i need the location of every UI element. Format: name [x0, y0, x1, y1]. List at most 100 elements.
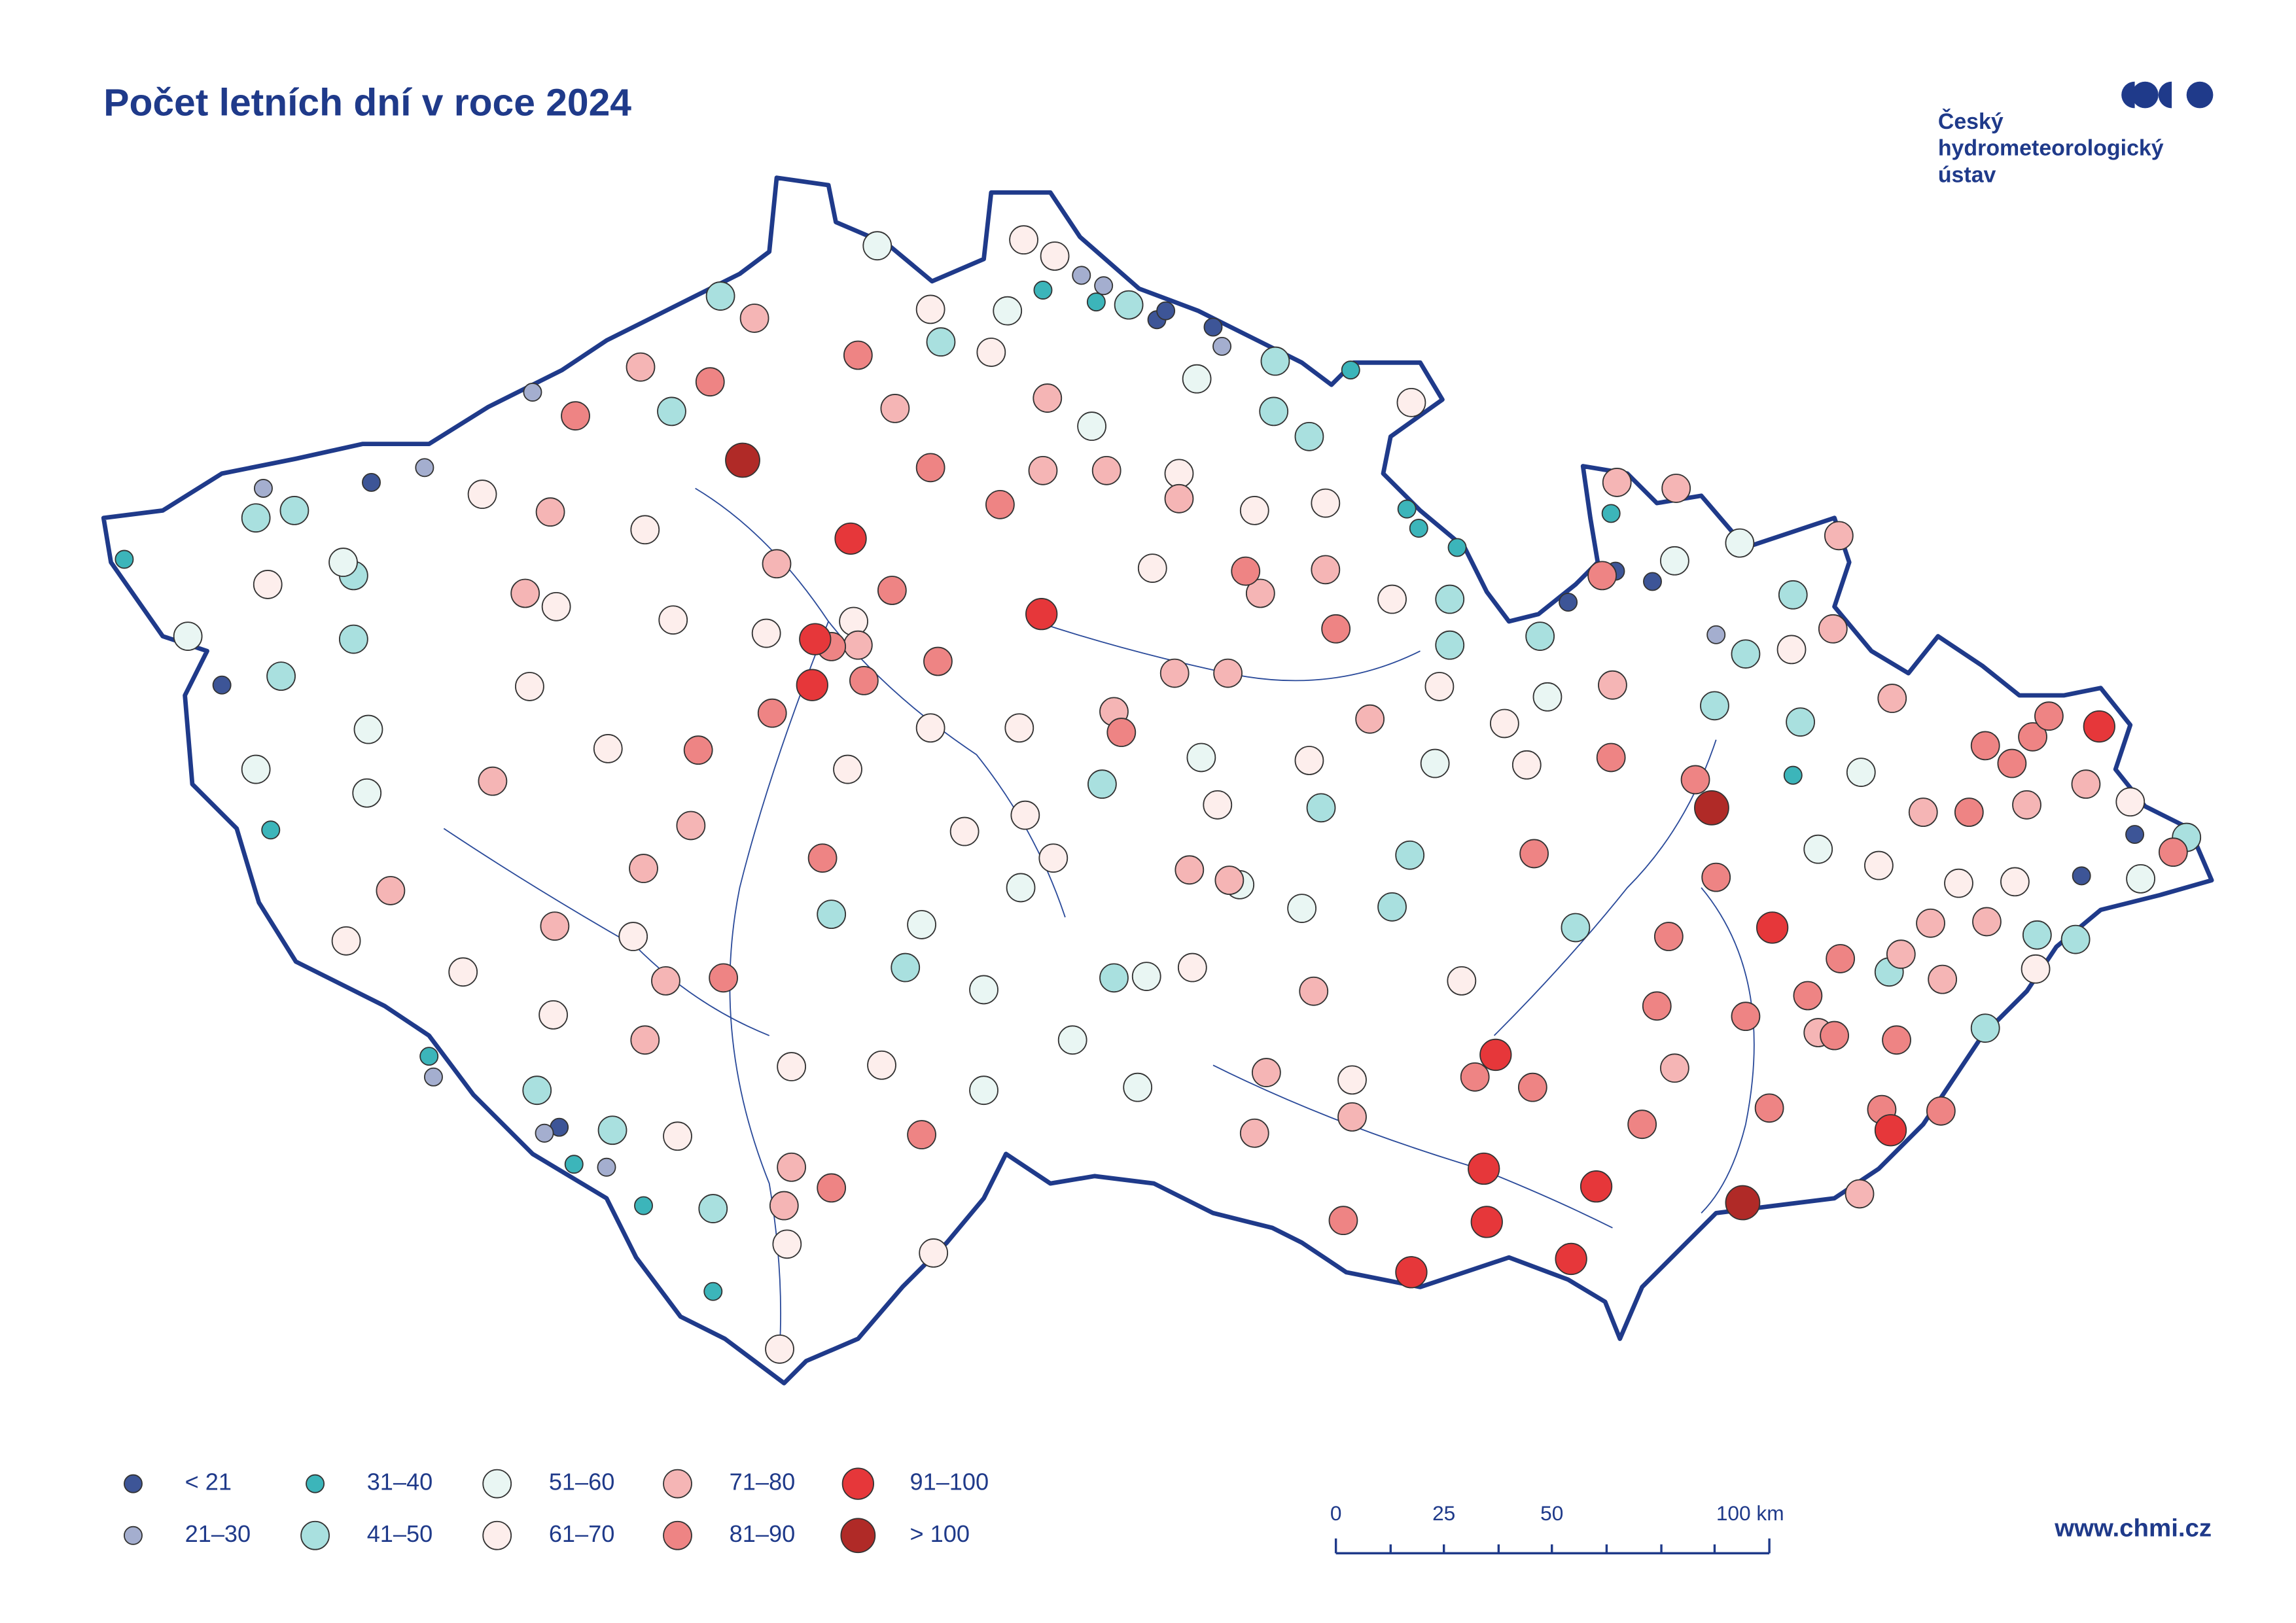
station: [1377, 892, 1407, 922]
station: [1328, 1206, 1358, 1236]
station: [352, 778, 382, 808]
station: [1642, 991, 1672, 1021]
logo-text: Český: [1938, 109, 2004, 134]
station: [1601, 504, 1621, 523]
station: [1845, 1179, 1875, 1209]
station: [1776, 635, 1807, 665]
station: [1701, 862, 1731, 892]
station: [1479, 1038, 1512, 1072]
station: [1337, 1065, 1367, 1095]
station: [1077, 411, 1106, 441]
station: [1680, 765, 1710, 795]
station: [535, 497, 565, 527]
station: [1944, 868, 1973, 898]
station: [683, 735, 713, 765]
station: [1864, 850, 1894, 881]
station: [541, 591, 571, 621]
station: [651, 966, 680, 996]
station: [212, 675, 232, 695]
scale-label: 25: [1432, 1501, 1455, 1525]
station: [877, 576, 907, 605]
station: [1395, 1256, 1428, 1289]
station: [1532, 682, 1563, 712]
url: www.chmi.cz: [2054, 1514, 2212, 1542]
scale-label: 50: [1540, 1501, 1563, 1525]
station: [762, 549, 792, 579]
station: [2072, 866, 2091, 886]
station: [1259, 396, 1289, 427]
station: [867, 1050, 896, 1080]
station: [2126, 864, 2155, 894]
scale-label: 0: [1330, 1501, 1342, 1525]
station: [2060, 924, 2091, 954]
legend-label: 41–50: [367, 1520, 433, 1547]
station: [1447, 966, 1477, 996]
station: [1239, 1118, 1269, 1148]
station: [1970, 1013, 2000, 1043]
station: [1164, 459, 1194, 489]
station: [1251, 1058, 1281, 1087]
station: [1846, 758, 1876, 787]
station: [2000, 867, 2030, 897]
station: [510, 578, 540, 608]
station: [1694, 790, 1729, 826]
station: [561, 401, 590, 431]
station: [419, 1047, 439, 1066]
legend-marker: [482, 1469, 512, 1499]
station: [279, 496, 309, 525]
legend-marker: [482, 1520, 512, 1550]
station: [362, 472, 381, 492]
station: [949, 816, 980, 846]
legend-marker: [663, 1520, 692, 1550]
station: [993, 296, 1023, 326]
station: [1040, 241, 1070, 271]
legend-marker: [124, 1474, 143, 1493]
station: [676, 811, 706, 841]
station: [1311, 555, 1341, 585]
station: [241, 754, 271, 784]
station: [1033, 281, 1053, 300]
station: [1294, 746, 1324, 775]
legend-marker: [663, 1469, 692, 1499]
station: [415, 458, 434, 478]
station: [799, 623, 832, 655]
station: [1435, 584, 1465, 614]
station: [769, 1191, 799, 1221]
station: [1561, 913, 1591, 943]
station: [1877, 684, 1907, 713]
station: [880, 394, 910, 423]
station: [1311, 488, 1341, 518]
station: [817, 899, 847, 930]
station: [1087, 769, 1117, 799]
station: [725, 442, 760, 478]
station: [523, 383, 542, 402]
station: [1287, 894, 1317, 923]
station: [253, 570, 283, 599]
station: [1660, 546, 1689, 576]
station: [1706, 625, 1726, 644]
station: [1559, 593, 1578, 612]
legend-label: > 100: [910, 1520, 970, 1547]
station: [338, 624, 368, 654]
station: [597, 1157, 616, 1177]
station: [253, 479, 273, 498]
station: [266, 661, 296, 691]
station: [1239, 496, 1269, 525]
station: [1159, 658, 1190, 688]
station: [2034, 701, 2064, 731]
station: [1882, 1025, 1911, 1055]
legend-marker: [840, 1518, 876, 1554]
scale-label: 100 km: [1716, 1501, 1784, 1525]
station: [1009, 225, 1038, 255]
station: [1435, 630, 1465, 660]
station: [1025, 598, 1058, 631]
station: [1580, 1170, 1613, 1203]
station: [1954, 797, 1984, 828]
station: [1926, 1096, 1956, 1126]
station: [1395, 840, 1425, 870]
station: [2012, 790, 2041, 820]
station: [1377, 584, 1407, 614]
legend-marker: [300, 1520, 330, 1550]
station: [328, 548, 358, 577]
